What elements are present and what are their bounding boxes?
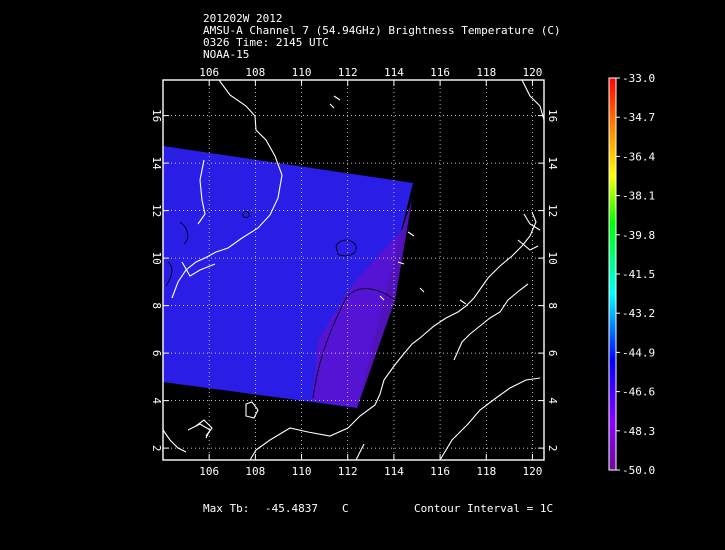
- graticule: [163, 80, 544, 460]
- lat-label-left: 4: [150, 397, 163, 404]
- colorbar-label: -46.6: [622, 386, 655, 399]
- map-area: [163, 80, 544, 460]
- lon-label-top: 112: [338, 66, 358, 79]
- lat-label-left: 8: [150, 302, 163, 309]
- contour-interval: Contour Interval = 1C: [414, 502, 554, 515]
- map-title-line-3: 0326 Time: 2145 UTC: [203, 36, 329, 49]
- colorbar-label: -43.2: [622, 307, 655, 320]
- colorbar: -33.0 -34.7 -36.4 -38.1 -39.8 -41.5 -43.2 -44.9…: [608, 72, 655, 477]
- map-title-line-2: AMSU-A Channel 7 (54.94GHz) Brightness T…: [203, 24, 561, 37]
- lat-label-left: 16: [150, 109, 163, 122]
- max-tb-label: Max Tb:: [203, 502, 250, 515]
- lon-label-top: 120: [523, 66, 543, 79]
- map-title-line-4: NOAA-15: [203, 48, 250, 61]
- lat-label-right: 10: [546, 252, 559, 265]
- colorbar-label: -50.0: [622, 464, 655, 477]
- lat-label-right: 8: [546, 302, 559, 309]
- contour-lines: [165, 211, 396, 399]
- colorbar-label: -41.5: [622, 268, 655, 281]
- lon-label-top: 114: [384, 66, 404, 79]
- map-ticks: [163, 80, 544, 460]
- colorbar-labels: -33.0 -34.7 -36.4 -38.1 -39.8 -41.5 -43.2 -44.9…: [616, 72, 655, 477]
- lat-label-right: 12: [546, 204, 559, 217]
- swath-cold-region: [312, 200, 412, 408]
- lat-label-right: 4: [546, 397, 559, 404]
- lat-label-left: 10: [150, 252, 163, 265]
- map-title-line-1: 201202W 2012: [203, 12, 283, 25]
- max-tb-value: -45.4837: [265, 502, 318, 515]
- lat-label-right: 14: [546, 157, 559, 171]
- lat-label-right: 2: [546, 445, 559, 452]
- colorbar-ramp: [609, 78, 616, 470]
- colorbar-label: -48.3: [622, 425, 655, 438]
- lat-label-right: 16: [546, 109, 559, 122]
- lon-label-bottom: 120: [523, 465, 543, 478]
- coastlines: [163, 80, 544, 460]
- lon-label-bottom: 118: [476, 465, 496, 478]
- colorbar-label: -44.9: [622, 346, 655, 359]
- lon-label-top: 106: [199, 66, 219, 79]
- lon-label-top: 108: [245, 66, 265, 79]
- colorbar-label: -34.7: [622, 111, 655, 124]
- colorbar-label: -33.0: [622, 72, 655, 85]
- lat-label-left: 6: [150, 350, 163, 357]
- lon-label-bottom: 112: [338, 465, 358, 478]
- lon-label-top: 110: [292, 66, 312, 79]
- colorbar-label: -39.8: [622, 229, 655, 242]
- lon-label-bottom: 116: [430, 465, 450, 478]
- map-frame: [162, 79, 545, 461]
- lon-label-top: 118: [476, 66, 496, 79]
- colorbar-label: -38.1: [622, 190, 655, 203]
- max-tb-unit: C: [342, 502, 349, 515]
- lon-label-top: 116: [430, 66, 450, 79]
- lat-label-right: 6: [546, 350, 559, 357]
- colorbar-label: -36.4: [622, 150, 655, 163]
- map-tick-labels: 1061061081081101101121121141141161161181…: [150, 66, 559, 478]
- lat-label-left: 2: [150, 445, 163, 452]
- lat-label-left: 14: [150, 157, 163, 171]
- lon-label-bottom: 114: [384, 465, 404, 478]
- lat-label-left: 12: [150, 204, 163, 217]
- lon-label-bottom: 108: [245, 465, 265, 478]
- lon-label-bottom: 110: [292, 465, 312, 478]
- lon-label-bottom: 106: [199, 465, 219, 478]
